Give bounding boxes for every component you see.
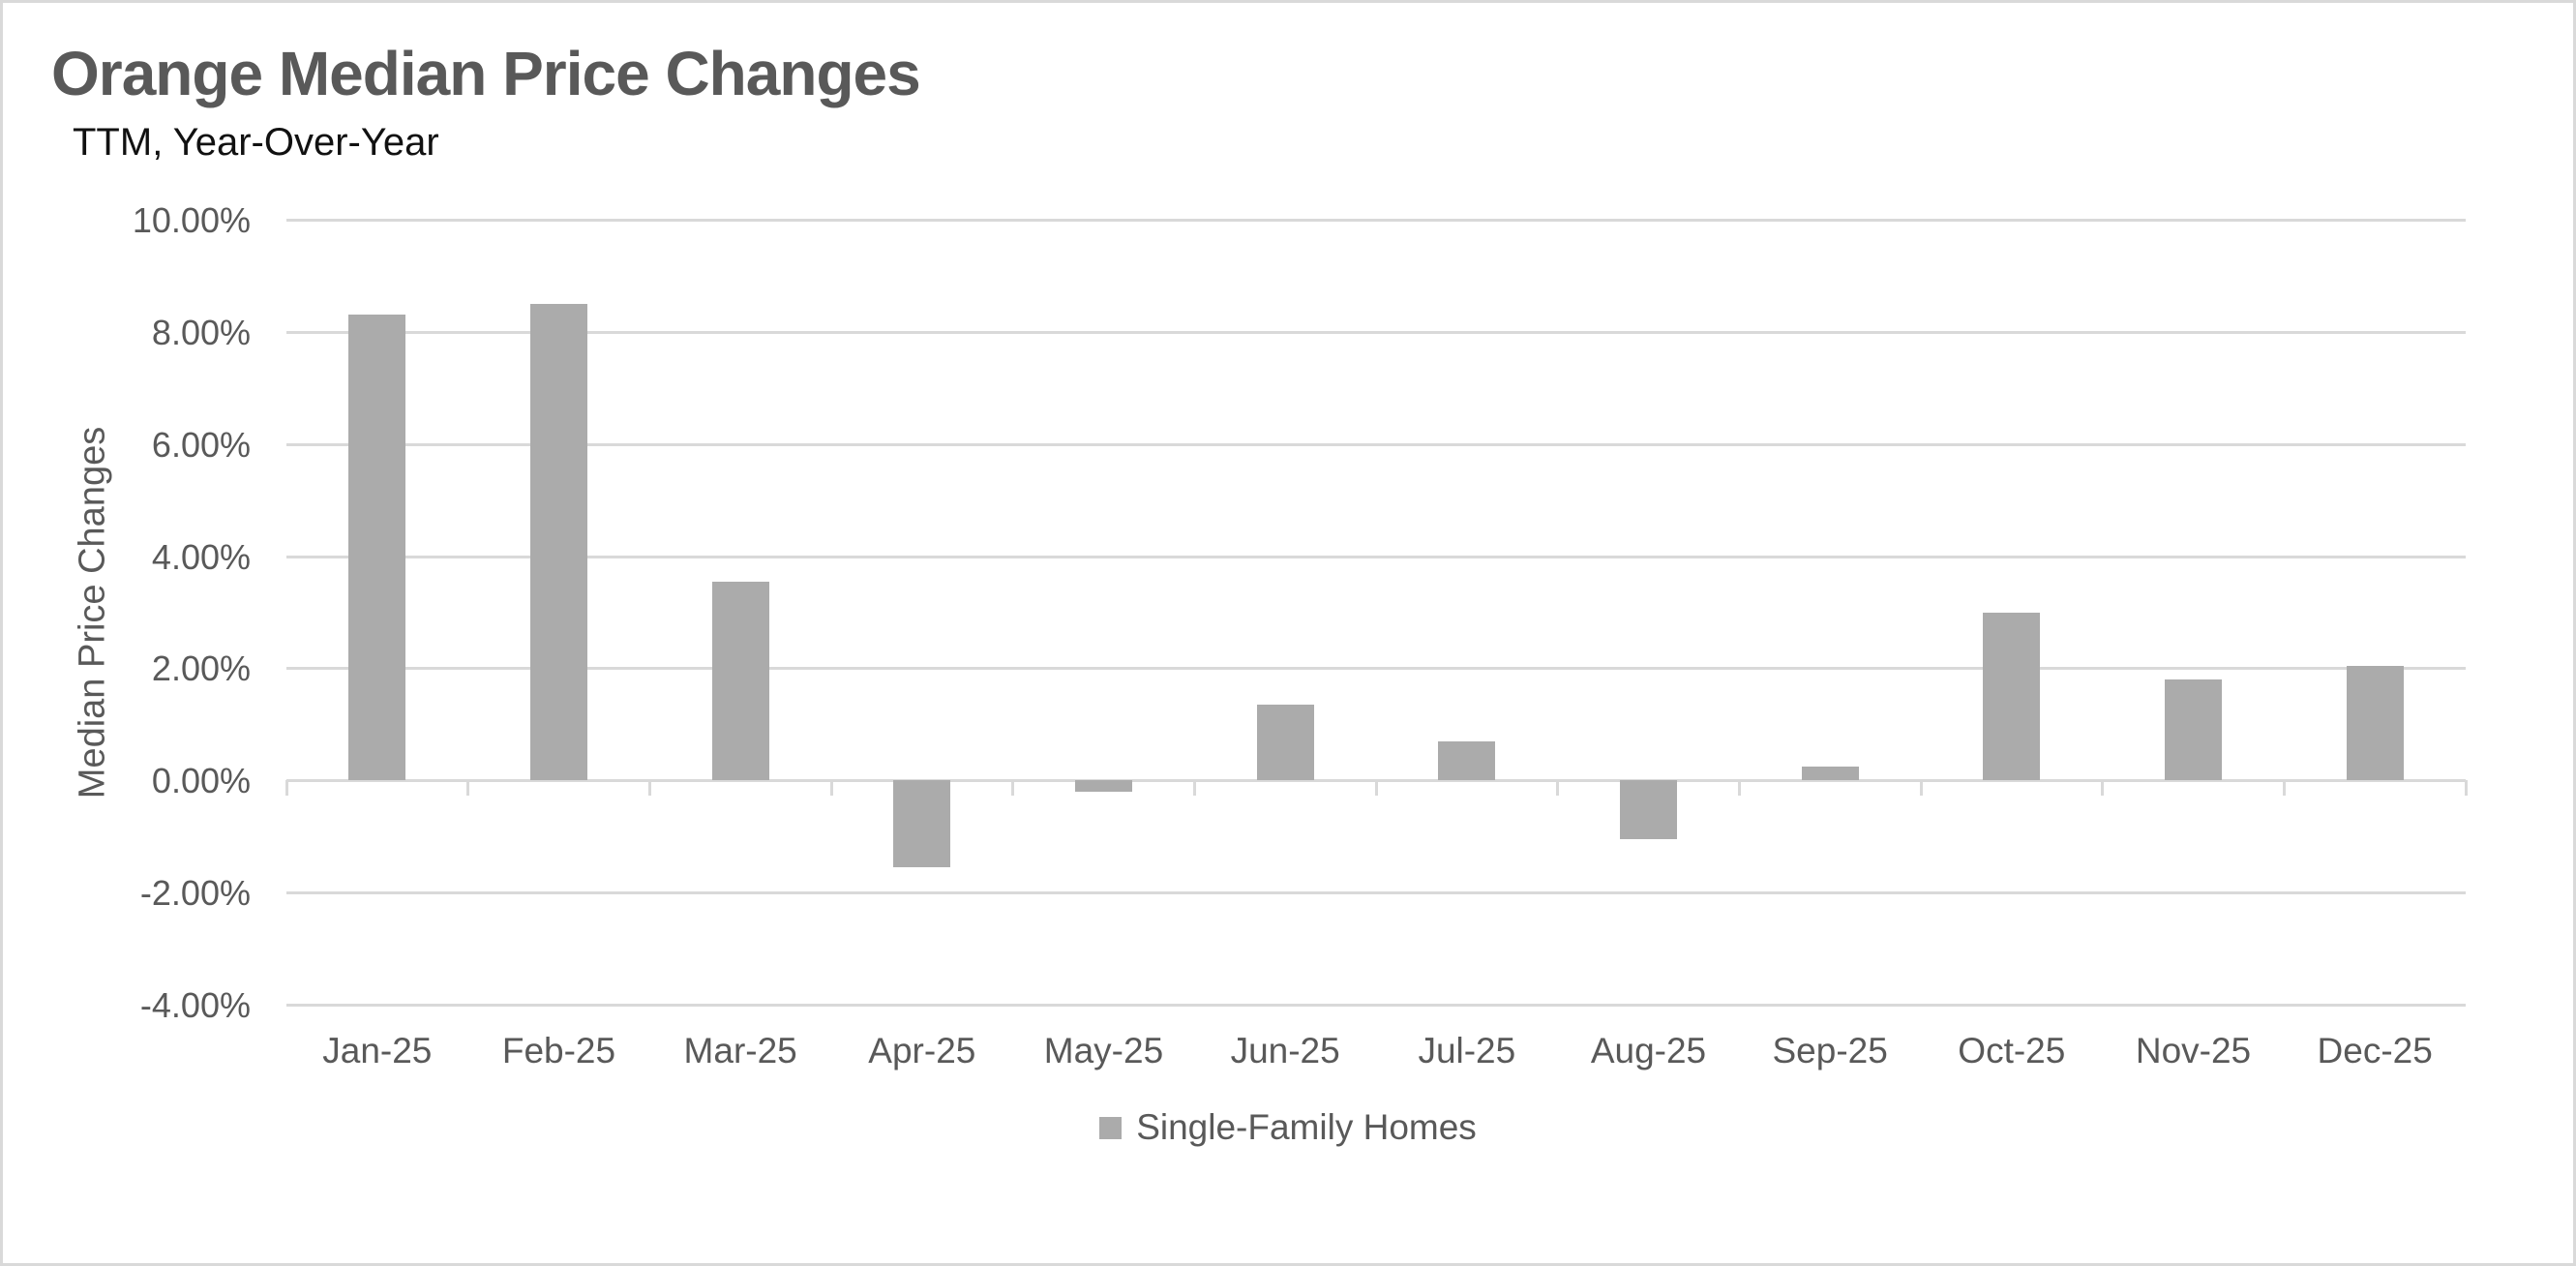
axis-tick — [2464, 780, 2468, 797]
x-tick-label-nov-25: Nov-25 — [2135, 1031, 2252, 1070]
gridline-8 — [286, 330, 2466, 334]
x-tick-label-oct-25: Oct-25 — [1958, 1031, 2066, 1070]
chart-title: Orange Median Price Changes — [51, 39, 921, 108]
x-axis-tick-labels: Jan-25 Feb-25 Mar-25 Apr-25 May-25 Jun-25 Jul-… — [286, 1031, 2466, 1079]
x-tick-label-mar-25: Mar-25 — [683, 1031, 797, 1070]
gridline-6 — [286, 442, 2466, 446]
bar-may-25 — [1075, 780, 1132, 792]
plot-area — [285, 219, 2468, 1007]
y-tick-label: 2.00% — [151, 648, 251, 689]
gridline-10 — [286, 219, 2466, 222]
x-tick-label-feb-25: Feb-25 — [501, 1031, 616, 1070]
bar-oct-25 — [1983, 612, 2041, 781]
axis-tick — [1011, 780, 1015, 797]
bar-feb-25 — [530, 303, 587, 781]
y-tick-label: 10.00% — [132, 200, 251, 240]
gridline--4 — [286, 1004, 2466, 1007]
bar-mar-25 — [711, 581, 769, 781]
x-tick-label-may-25: May-25 — [1043, 1031, 1164, 1070]
y-axis-tick-labels: 10.00% 8.00% 6.00% 4.00% 2.00% 0.00% -2.00% -4.… — [3, 200, 251, 1025]
axis-tick — [285, 780, 288, 797]
gridline-2 — [286, 667, 2466, 671]
y-tick-label: -4.00% — [139, 985, 251, 1025]
x-tick-label-jul-25: Jul-25 — [1418, 1031, 1516, 1070]
axis-tick — [2282, 780, 2286, 797]
x-tick-label-jan-25: Jan-25 — [322, 1031, 433, 1070]
x-tick-label-apr-25: Apr-25 — [868, 1031, 976, 1070]
axis-tick — [1556, 780, 1560, 797]
axis-tick — [1192, 780, 1196, 797]
legend-label: Single-Family Homes — [1136, 1107, 1477, 1147]
bar-dec-25 — [2346, 665, 2404, 781]
axis-tick — [2101, 780, 2105, 797]
bar-nov-25 — [2165, 679, 2222, 781]
y-tick-label: 0.00% — [151, 761, 251, 801]
bar-apr-25 — [893, 780, 951, 868]
axis-tick — [829, 780, 833, 797]
axis-tick — [647, 780, 651, 797]
gridline-4 — [286, 555, 2466, 558]
y-tick-label: -2.00% — [139, 873, 251, 914]
bar-aug-25 — [1620, 780, 1677, 840]
chart-subtitle: TTM, Year-Over-Year — [73, 121, 439, 164]
x-tick-label-dec-25: Dec-25 — [2317, 1031, 2433, 1070]
x-tick-label-aug-25: Aug-25 — [1590, 1031, 1707, 1070]
gridline--2 — [286, 891, 2466, 895]
bar-jun-25 — [1256, 705, 1314, 781]
axis-tick — [1374, 780, 1378, 797]
legend: Single-Family Homes — [3, 1104, 2573, 1151]
bar-sep-25 — [1801, 766, 1859, 781]
axis-tick — [1737, 780, 1741, 797]
axis-tick — [466, 780, 470, 797]
y-tick-label: 8.00% — [151, 312, 251, 352]
bar-jul-25 — [1438, 740, 1496, 781]
bar-jan-25 — [348, 315, 406, 781]
x-tick-label-jun-25: Jun-25 — [1230, 1031, 1340, 1070]
y-tick-label: 4.00% — [151, 536, 251, 577]
legend-swatch-icon — [1099, 1116, 1123, 1139]
x-tick-label-sep-25: Sep-25 — [1772, 1031, 1888, 1070]
axis-tick — [1919, 780, 1923, 797]
y-tick-label: 6.00% — [151, 424, 251, 465]
